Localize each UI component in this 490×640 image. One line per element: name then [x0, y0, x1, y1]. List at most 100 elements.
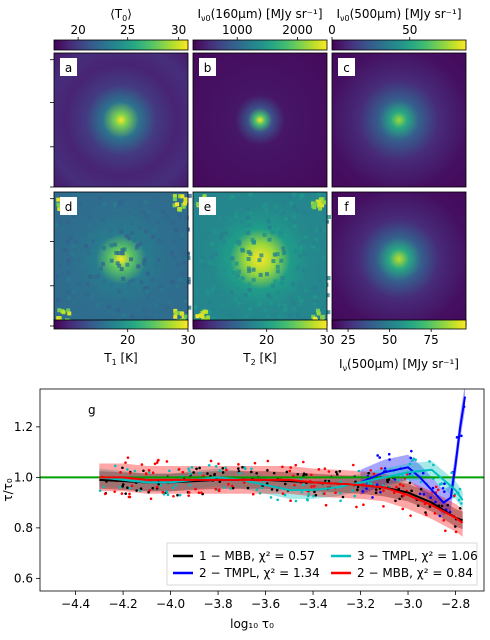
data-point — [414, 458, 417, 462]
noise-pixel — [86, 288, 91, 293]
noise-pixel — [247, 307, 252, 312]
data-point — [339, 480, 342, 483]
noise-pixel — [117, 289, 122, 294]
noise-pixel — [310, 197, 315, 202]
noise-pixel — [94, 195, 99, 200]
noise-pixel — [236, 287, 241, 292]
noise-pixel — [68, 256, 73, 261]
panel-letter-box — [60, 58, 77, 76]
noise-pixel — [180, 299, 185, 304]
image-panel-c: c — [331, 52, 467, 188]
data-point — [433, 512, 437, 515]
corner-artifact — [67, 311, 72, 316]
noise-pixel — [325, 293, 330, 298]
noise-pixel — [297, 242, 302, 247]
noise-pixel — [247, 288, 252, 293]
data-point — [238, 471, 242, 475]
noise-pixel — [69, 235, 74, 240]
noise-pixel — [193, 305, 198, 310]
corner-artifact — [182, 201, 187, 206]
noise-pixel — [160, 237, 165, 242]
noise-pixel — [316, 247, 321, 252]
noise-pixel — [95, 224, 100, 229]
noise-pixel — [303, 288, 308, 293]
noise-pixel — [210, 288, 215, 293]
noise-pixel — [299, 298, 304, 303]
noise-pixel — [54, 222, 59, 227]
corner-artifact — [57, 308, 62, 313]
data-point — [281, 465, 284, 469]
data-point — [442, 518, 446, 522]
data-point — [418, 492, 422, 496]
legend-entry: 1 − MBB, χ² = 0.57 — [199, 549, 315, 563]
noise-pixel — [108, 302, 113, 307]
data-point — [369, 469, 373, 472]
data-point — [139, 487, 143, 491]
corner-artifact — [61, 310, 66, 315]
noise-pixel — [127, 236, 132, 241]
data-point — [225, 468, 228, 472]
noise-pixel — [183, 311, 188, 316]
noise-pixel — [184, 215, 189, 220]
noise-pixel — [207, 274, 212, 279]
corner-artifact — [317, 200, 322, 205]
noise-pixel — [275, 252, 280, 257]
noise-pixel — [273, 224, 278, 229]
noise-pixel — [275, 269, 280, 274]
noise-pixel — [181, 271, 186, 276]
data-point — [133, 469, 137, 473]
noise-pixel — [230, 256, 235, 261]
data-point — [371, 496, 374, 499]
data-point — [289, 499, 292, 503]
panel-frame — [192, 52, 328, 188]
noise-pixel — [303, 210, 308, 215]
data-point — [305, 473, 308, 476]
noise-pixel — [156, 258, 161, 263]
noise-pixel — [247, 268, 252, 273]
noise-pixel — [88, 275, 93, 280]
data-point — [457, 498, 461, 502]
noise-pixel — [236, 192, 241, 197]
noise-pixel — [113, 310, 118, 315]
noise-pixel — [117, 231, 122, 236]
noise-pixel — [273, 279, 278, 284]
noise-pixel — [280, 306, 285, 311]
data-point — [147, 468, 151, 472]
noise-pixel — [314, 237, 319, 242]
data-point — [294, 499, 298, 503]
panel-letter: c — [343, 61, 350, 75]
noise-pixel — [214, 266, 219, 271]
data-point — [255, 471, 258, 475]
noise-pixel — [205, 289, 210, 294]
noise-pixel — [70, 233, 75, 238]
noise-pixel — [112, 202, 117, 207]
data-point — [369, 482, 373, 485]
noise-pixel — [155, 315, 160, 320]
noise-pixel — [186, 277, 191, 282]
data-point — [401, 484, 405, 488]
data-point — [302, 483, 305, 487]
noise-pixel — [139, 279, 144, 284]
data-point — [453, 525, 457, 528]
noise-pixel — [237, 241, 242, 246]
data-point — [341, 495, 345, 499]
noise-pixel — [93, 286, 98, 291]
noise-pixel — [213, 252, 218, 257]
noise-pixel — [65, 213, 70, 218]
data-point — [135, 489, 138, 492]
noise-pixel — [282, 313, 287, 318]
data-point — [241, 465, 244, 469]
data-point — [124, 492, 127, 495]
x-tick-label: −3.0 — [393, 597, 422, 611]
data-point — [419, 487, 423, 491]
noise-pixel — [247, 282, 252, 287]
data-point — [272, 471, 276, 475]
panel-letter: e — [204, 200, 211, 214]
noise-pixel — [74, 286, 79, 291]
noise-pixel — [155, 204, 160, 209]
colorbar-label: Iν(500μm) [MJy sr⁻¹] — [339, 357, 459, 373]
noise-pixel — [86, 198, 91, 203]
corner-artifact — [316, 311, 321, 316]
noise-pixel — [121, 276, 126, 281]
noise-pixel — [296, 294, 301, 299]
